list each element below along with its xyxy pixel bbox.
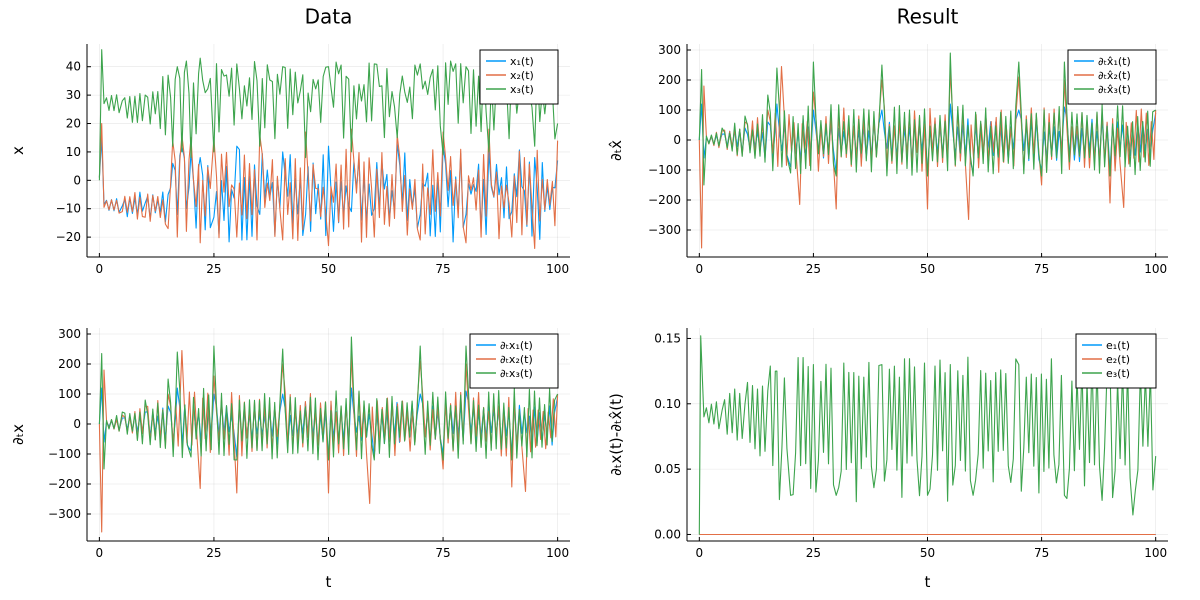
legend: ∂ₜx₁(t)∂ₜx₂(t)∂ₜx₃(t) xyxy=(469,333,559,389)
y-tick-label: −200 xyxy=(648,193,681,207)
x-tick-label: 75 xyxy=(1034,546,1049,560)
y-tick-label: −100 xyxy=(648,163,681,177)
y-tick-label: 0.10 xyxy=(654,397,681,411)
y-axis-label: x xyxy=(9,146,27,155)
y-tick-label: 10 xyxy=(66,145,81,159)
y-tick-label: 0.00 xyxy=(654,527,681,541)
x-tick-label: 50 xyxy=(920,546,935,560)
x-tick-label: 75 xyxy=(435,262,450,276)
series-line-3 xyxy=(698,52,1156,186)
y-tick-label: 30 xyxy=(66,88,81,102)
y-axis-label: ∂ₜx̂ xyxy=(607,140,625,161)
y-tick-label: −300 xyxy=(648,223,681,237)
chart-title: Result xyxy=(897,5,959,29)
x-tick-label: 25 xyxy=(206,546,221,560)
x-tick-label: 25 xyxy=(206,262,221,276)
y-tick-label: 0 xyxy=(73,173,81,187)
legend: x₁(t)x₂(t)x₃(t) xyxy=(479,49,559,105)
legend-label: x₂(t) xyxy=(510,69,534,82)
legend-label: ∂ₜx̂₁(t) xyxy=(1098,55,1131,68)
y-tick-label: 20 xyxy=(66,117,81,131)
legend: e₁(t)e₂(t)e₃(t) xyxy=(1075,333,1157,389)
y-tick-label: −200 xyxy=(48,477,81,491)
y-tick-label: 200 xyxy=(58,357,81,371)
chart-title: Data xyxy=(305,5,353,29)
y-tick-label: −300 xyxy=(48,507,81,521)
x-tick-label: 100 xyxy=(1144,546,1167,560)
y-tick-label: 100 xyxy=(658,103,681,117)
x-tick-label: 0 xyxy=(696,262,704,276)
x-tick-label: 75 xyxy=(435,546,450,560)
y-tick-label: −100 xyxy=(48,447,81,461)
x-tick-label: 50 xyxy=(920,262,935,276)
y-tick-label: −20 xyxy=(56,230,81,244)
series-line-3 xyxy=(98,49,559,181)
chart-panel-result-dx: Result 0 25 50 75 100 −300 −200 −100 0 100 200 300 ∂ₜ… xyxy=(607,5,1168,276)
series-line-2 xyxy=(98,122,559,250)
legend-label: x₃(t) xyxy=(510,83,534,96)
y-tick-label: −10 xyxy=(56,202,81,216)
x-tick-label: 100 xyxy=(546,262,569,276)
x-tick-label: 25 xyxy=(806,262,821,276)
x-tick-label: 0 xyxy=(696,546,704,560)
legend-label: ∂ₜx₃(t) xyxy=(500,367,533,380)
y-tick-label: 300 xyxy=(658,43,681,57)
legend-label: e₂(t) xyxy=(1106,353,1130,366)
legend-label: ∂ₜx₂(t) xyxy=(500,353,533,366)
y-tick-label: 0 xyxy=(673,133,681,147)
legend-label: ∂ₜx₁(t) xyxy=(500,339,533,352)
x-axis-label: t xyxy=(326,573,332,591)
y-tick-label: 0.15 xyxy=(654,331,681,345)
legend: ∂ₜx̂₁(t)∂ₜx̂₂(t)∂ₜx̂₃(t) xyxy=(1067,49,1157,105)
y-tick-label: 300 xyxy=(58,327,81,341)
x-tick-label: 100 xyxy=(546,546,569,560)
series-line-3 xyxy=(98,336,559,470)
x-tick-label: 100 xyxy=(1144,262,1167,276)
y-tick-label: 0 xyxy=(73,417,81,431)
y-tick-label: 0.05 xyxy=(654,462,681,476)
legend-label: ∂ₜx̂₂(t) xyxy=(1098,69,1131,82)
chart-panel-error: 0 25 50 75 100 0.00 0.05 0.10 0.15 t ∂ₜx(t)-∂ₜx̂(t… xyxy=(607,328,1168,591)
legend-box xyxy=(479,49,559,105)
legend-box xyxy=(1075,333,1157,389)
y-axis-label: ∂ₜx xyxy=(9,424,27,445)
y-axis-label: ∂ₜx(t)-∂ₜx̂(t) xyxy=(607,393,625,476)
x-tick-label: 0 xyxy=(96,546,104,560)
x-axis-label: t xyxy=(925,573,931,591)
legend-label: e₃(t) xyxy=(1106,367,1130,380)
legend-label: e₁(t) xyxy=(1106,339,1130,352)
legend-box xyxy=(469,333,559,389)
y-tick-label: 100 xyxy=(58,387,81,401)
x-tick-label: 0 xyxy=(96,262,104,276)
chart-panel-data-x: Data 0 25 50 75 100 −20 −10 0 10 20 30 40 x x₁(t)x₂(t)… xyxy=(9,5,570,276)
legend-box xyxy=(1067,49,1157,105)
x-tick-label: 50 xyxy=(321,546,336,560)
legend-label: ∂ₜx̂₃(t) xyxy=(1098,83,1131,96)
series-line-3 xyxy=(698,335,1157,535)
x-tick-label: 50 xyxy=(321,262,336,276)
legend-label: x₁(t) xyxy=(510,55,534,68)
y-tick-label: 200 xyxy=(658,73,681,87)
x-tick-label: 75 xyxy=(1034,262,1049,276)
y-tick-label: 40 xyxy=(66,60,81,74)
chart-panel-data-dx: 0 25 50 75 100 −300 −200 −100 0 100 200 300 t ∂ₜx ∂ₜx₁… xyxy=(9,327,570,591)
x-tick-label: 25 xyxy=(806,546,821,560)
